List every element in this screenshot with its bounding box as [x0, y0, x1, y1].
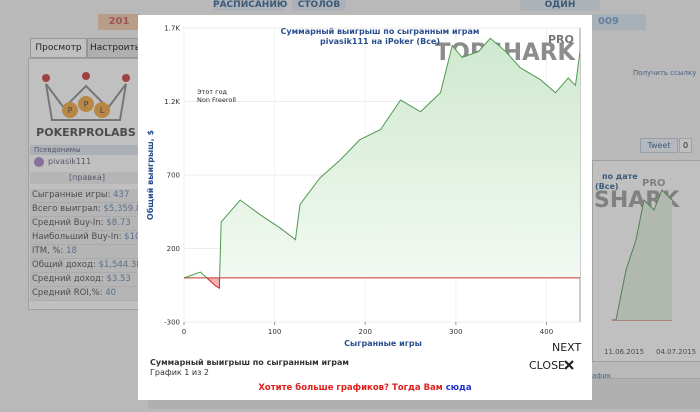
year-bar: 009	[592, 14, 646, 30]
dot	[42, 74, 50, 82]
mini-subtitle: (Все)	[595, 182, 619, 191]
area-positive	[184, 38, 580, 278]
stat-label: ITM, %:	[32, 246, 64, 256]
dot	[122, 74, 130, 82]
promo-text: Хотите больше графиков? Тогда Вам	[258, 383, 443, 393]
x-tick-label: 100	[268, 328, 281, 336]
stat-label: Наибольший Buy-In:	[32, 232, 122, 242]
stat-value: 40	[105, 288, 117, 298]
watermark-pro: PRO	[548, 33, 574, 46]
tab[interactable]: Просмотр	[30, 38, 87, 58]
stat-row: Всего выиграл: $5,359.88	[30, 203, 147, 217]
logo-letter: P	[68, 106, 73, 115]
link[interactable]: Получить ссылку	[633, 69, 697, 77]
stat-value: 437	[113, 190, 130, 200]
chip	[62, 102, 78, 118]
stat-value: 18	[66, 246, 77, 256]
section-header: Псевдонимы	[30, 145, 147, 155]
stat-row: Средний Buy-In: $8.73	[30, 217, 144, 231]
modal-caption: Суммарный выигрыш по сыгранным играм	[150, 358, 349, 367]
chart-title: Суммарный выигрыш по сыгранным играм	[281, 27, 480, 36]
chart: -3002007001.2K1.7K0100200300400TOPSHARKP…	[145, 25, 581, 348]
mini-watermark-pro: PRO	[642, 178, 666, 189]
stat-value: $3.53	[106, 274, 131, 284]
stat-row: Средний ROI,%: 40	[30, 287, 144, 301]
tweet-count: 0	[679, 138, 692, 153]
stat-label: Сыгранные игры:	[32, 190, 111, 200]
tweet-button[interactable]: Tweet	[640, 138, 678, 153]
alias[interactable]: pivasik111	[48, 157, 92, 166]
mini-date: 11.06.2015	[604, 348, 645, 356]
promo-link[interactable]: сюда	[445, 383, 472, 393]
stat-row: ITM, %: 18	[30, 245, 144, 259]
y-axis-label: Общий выигрыш, $	[145, 129, 155, 220]
promo: Хотите больше графиков? Тогда Вам сюда	[138, 383, 592, 393]
logo-letter: L	[100, 106, 105, 115]
y-tick-label: -300	[164, 319, 180, 327]
close-icon[interactable]	[564, 360, 574, 370]
alias-icon	[34, 157, 44, 167]
stat-row: Общий доход: $1,544.38	[30, 259, 144, 273]
mini-date: 04.07.2015	[656, 348, 697, 356]
nav-button[interactable]: ОДИН	[520, 0, 600, 11]
stat-value: $5,359.88	[103, 204, 147, 214]
tab[interactable]: Настроить	[87, 38, 143, 58]
x-tick-label: 200	[359, 328, 372, 336]
stat-label: Средний Buy-In:	[32, 218, 104, 228]
modal: -3002007001.2K1.7K0100200300400TOPSHARKP…	[138, 15, 592, 400]
stat-label: Средний ROI,%:	[32, 288, 103, 298]
y-tick-label: 1.7K	[164, 25, 180, 33]
nav-button[interactable]: РАСПИСАНИЮ	[213, 0, 288, 11]
stat-row: Средний доход: $3.53	[30, 273, 144, 287]
nav-button[interactable]: СТОЛОВ	[292, 0, 346, 11]
logo: P P L POKERPROLABS	[36, 72, 136, 139]
mini-caption: афик	[592, 372, 612, 380]
stat-label: Средний доход:	[32, 274, 104, 284]
y-tick-label: 200	[167, 245, 180, 253]
y-tick-label: 1.2K	[164, 98, 180, 106]
annotation: Non Freeroll	[197, 96, 236, 104]
stat-value: $1,544.38	[98, 260, 142, 270]
mini-chart	[612, 189, 673, 321]
logo-text: POKERPROLABS	[36, 126, 136, 139]
edit-link[interactable]: [правка]	[30, 172, 144, 184]
stat-label: Всего выиграл:	[32, 204, 101, 214]
mini-area	[616, 190, 672, 320]
x-tick-label: 400	[540, 328, 553, 336]
year-bar: 201	[98, 14, 140, 30]
x-tick-label: 0	[182, 328, 186, 336]
modal-counter: График 1 из 2	[150, 368, 209, 377]
stat-row: Сыгранные игры: 437	[30, 189, 144, 203]
series-line	[184, 37, 580, 278]
x-tick-label: 300	[449, 328, 462, 336]
close-button[interactable]: CLOSE	[529, 359, 566, 372]
chart-subtitle: pivasik111 на iPoker (Все)	[320, 37, 440, 46]
logo-letter: P	[84, 100, 89, 109]
mini-title: по дате	[602, 172, 638, 181]
chip	[94, 102, 110, 118]
mini-line	[615, 189, 673, 321]
annotation: Этот год	[197, 88, 228, 96]
stat-label: Общий доход:	[32, 260, 96, 270]
y-tick-label: 700	[167, 172, 180, 180]
chip	[78, 96, 94, 112]
next-button[interactable]: NEXT	[552, 341, 582, 354]
dot	[82, 72, 90, 80]
x-axis-label: Сыгранные игры	[344, 339, 422, 348]
stat-value: $8.73	[106, 218, 131, 228]
